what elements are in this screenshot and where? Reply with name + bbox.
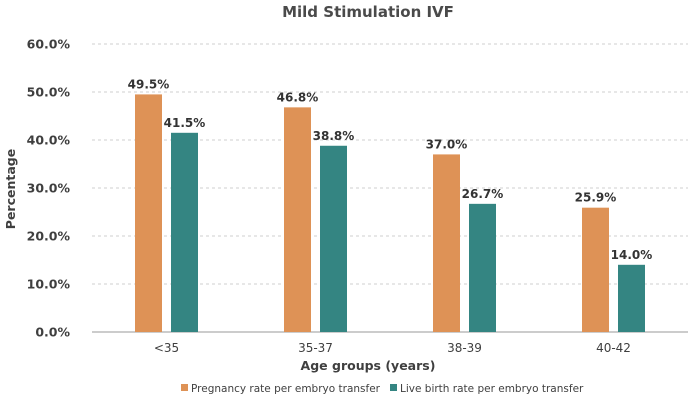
y-axis-title: Percentage (3, 149, 18, 229)
x-axis-title: Age groups (years) (301, 358, 436, 373)
data-label: 38.8% (313, 129, 355, 143)
y-tick-label: 0.0% (35, 325, 70, 340)
y-tick-label: 50.0% (27, 85, 71, 100)
y-tick-label: 60.0% (27, 37, 71, 52)
bar (284, 107, 311, 332)
bar (469, 203, 496, 332)
data-label: 49.5% (128, 77, 170, 91)
y-axis-ticks: 0.0% 10.0% 20.0% 30.0% 40.0% 50.0% 60.0% (27, 37, 71, 340)
y-tick-label: 40.0% (27, 133, 71, 148)
bar (320, 145, 347, 332)
bar (618, 264, 645, 332)
data-labels: 49.5% 41.5% 46.8% 38.8% 37.0% 26.7% 25.9% 14.0% (128, 77, 653, 261)
x-tick-label: 40-42 (596, 341, 631, 355)
data-label: 46.8% (277, 90, 319, 104)
bars (135, 94, 645, 333)
data-label: 41.5% (164, 116, 206, 130)
y-tick-label: 10.0% (27, 277, 71, 292)
bar (582, 207, 609, 332)
y-tick-label: 30.0% (27, 181, 71, 196)
x-tick-label: 38-39 (447, 341, 482, 355)
x-tick-label: <35 (154, 341, 179, 355)
y-tick-label: 20.0% (27, 229, 71, 244)
legend-swatch (181, 384, 188, 391)
legend-label: Live birth rate per embryo transfer (400, 383, 584, 395)
data-label: 37.0% (426, 137, 468, 151)
data-label: 26.7% (462, 187, 504, 201)
x-tick-label: 35-37 (298, 341, 333, 355)
legend-swatch (390, 384, 397, 391)
legend: Pregnancy rate per embryo transfer Live b… (181, 383, 584, 395)
bar (171, 132, 198, 332)
chart-title: Mild Stimulation IVF (282, 3, 454, 21)
legend-label: Pregnancy rate per embryo transfer (191, 383, 381, 395)
bar (433, 154, 460, 332)
data-label: 14.0% (611, 248, 653, 262)
bar (135, 94, 162, 333)
data-label: 25.9% (575, 191, 617, 205)
x-axis-ticks: <35 35-37 38-39 40-42 (154, 341, 631, 355)
